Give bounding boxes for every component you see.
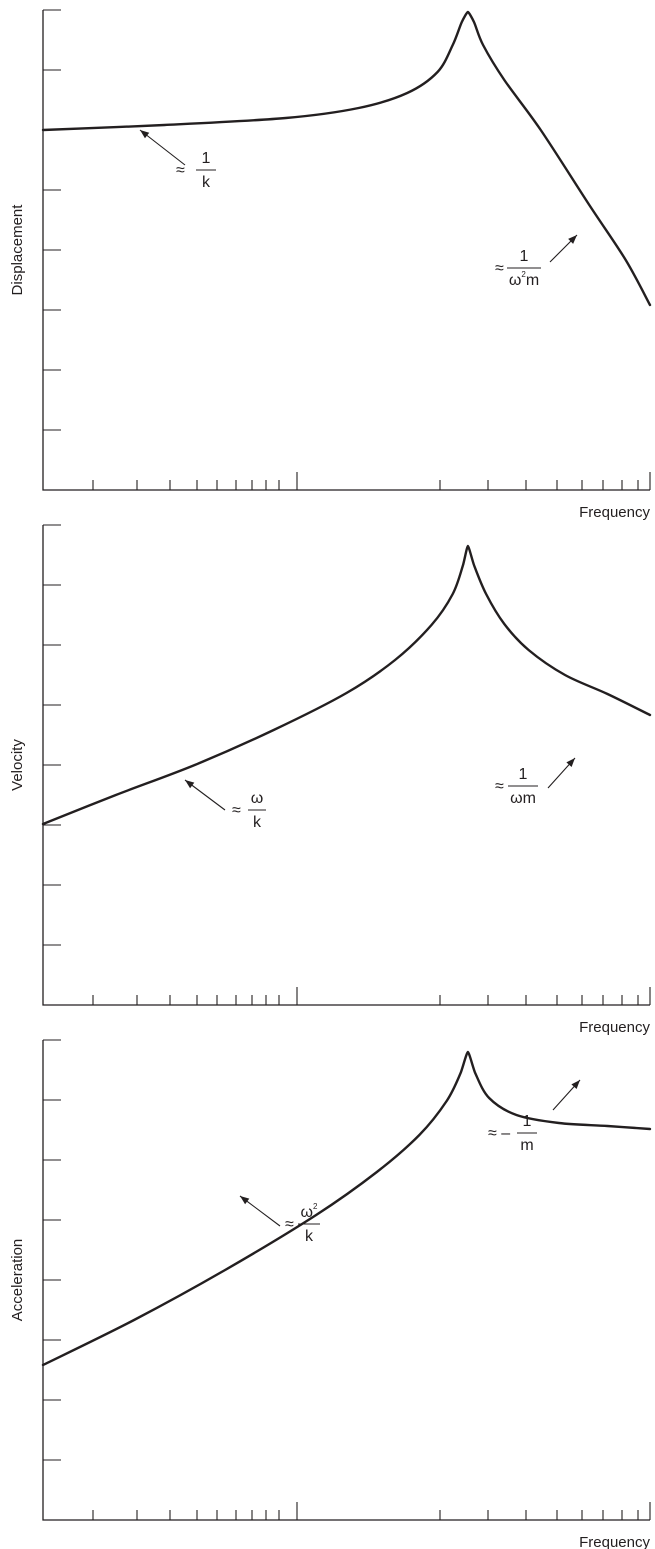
- fraction-numerator: 1: [519, 766, 528, 783]
- acceleration-x-label: Frequency: [579, 1534, 650, 1549]
- arrowhead-icon: [566, 758, 575, 768]
- displacement-asymptote-annotation: ≈1 k: [139, 129, 216, 191]
- approx-symbol: ≈: [495, 778, 504, 795]
- fraction-denominator: k: [253, 814, 262, 831]
- fraction-numerator: 1: [202, 150, 211, 167]
- displacement-axes: [42, 10, 650, 491]
- fraction-denominator: ωm: [510, 790, 536, 807]
- fraction-numerator: 1: [523, 1113, 532, 1130]
- fraction-numerator: ω: [251, 790, 264, 807]
- approx-symbol: ≈: [176, 162, 185, 179]
- fraction-numerator: ω2: [301, 1202, 319, 1221]
- approx-symbol: ≈: [495, 260, 504, 277]
- velocity-axes: [42, 525, 650, 1006]
- displacement-response-curve: [41, 10, 652, 307]
- fraction-denominator: k: [305, 1228, 314, 1245]
- arrowhead-icon: [571, 1080, 580, 1090]
- fraction-numerator: 1: [520, 248, 529, 265]
- acceleration-axes: [42, 1040, 650, 1521]
- displacement-panel: Frequency Displacement ≈1 k ≈1 ω2m: [9, 9, 652, 521]
- velocity-x-label: Frequency: [579, 1019, 650, 1036]
- displacement-y-label: Displacement: [9, 204, 26, 296]
- approx-symbol: ≈ –: [488, 1125, 510, 1142]
- acceleration-y-label: Acceleration: [9, 1239, 26, 1322]
- displacement-x-label: Frequency: [579, 504, 650, 521]
- approx-symbol: ≈: [232, 802, 241, 819]
- arrowhead-icon: [185, 780, 195, 789]
- displacement-asymptote-annotation: ≈1 ω2m: [495, 234, 578, 289]
- velocity-asymptote-annotation: ≈ ωk: [184, 779, 266, 831]
- arrowhead-icon: [140, 130, 150, 139]
- velocity-response-curve: [41, 544, 652, 826]
- velocity-panel: Frequency Velocity ≈ ωk ≈1 ωm: [9, 524, 652, 1036]
- arrowhead-icon: [568, 235, 577, 244]
- fraction-denominator: k: [202, 174, 211, 191]
- velocity-asymptote-annotation: ≈1 ωm: [495, 757, 576, 807]
- annotation-arrow: [139, 129, 186, 166]
- velocity-y-label: Velocity: [9, 739, 26, 791]
- fraction-denominator: ω2m: [509, 270, 539, 289]
- acceleration-asymptote-annotation: ≈ – 1 m: [488, 1079, 581, 1154]
- arrowhead-icon: [240, 1196, 250, 1205]
- fraction-denominator: m: [520, 1137, 533, 1154]
- acceleration-panel: Frequency Acceleration ≈ ω2 k ≈ – 1 m: [9, 1039, 652, 1549]
- approx-symbol: ≈: [285, 1216, 294, 1233]
- acceleration-response-curve: [41, 1050, 652, 1367]
